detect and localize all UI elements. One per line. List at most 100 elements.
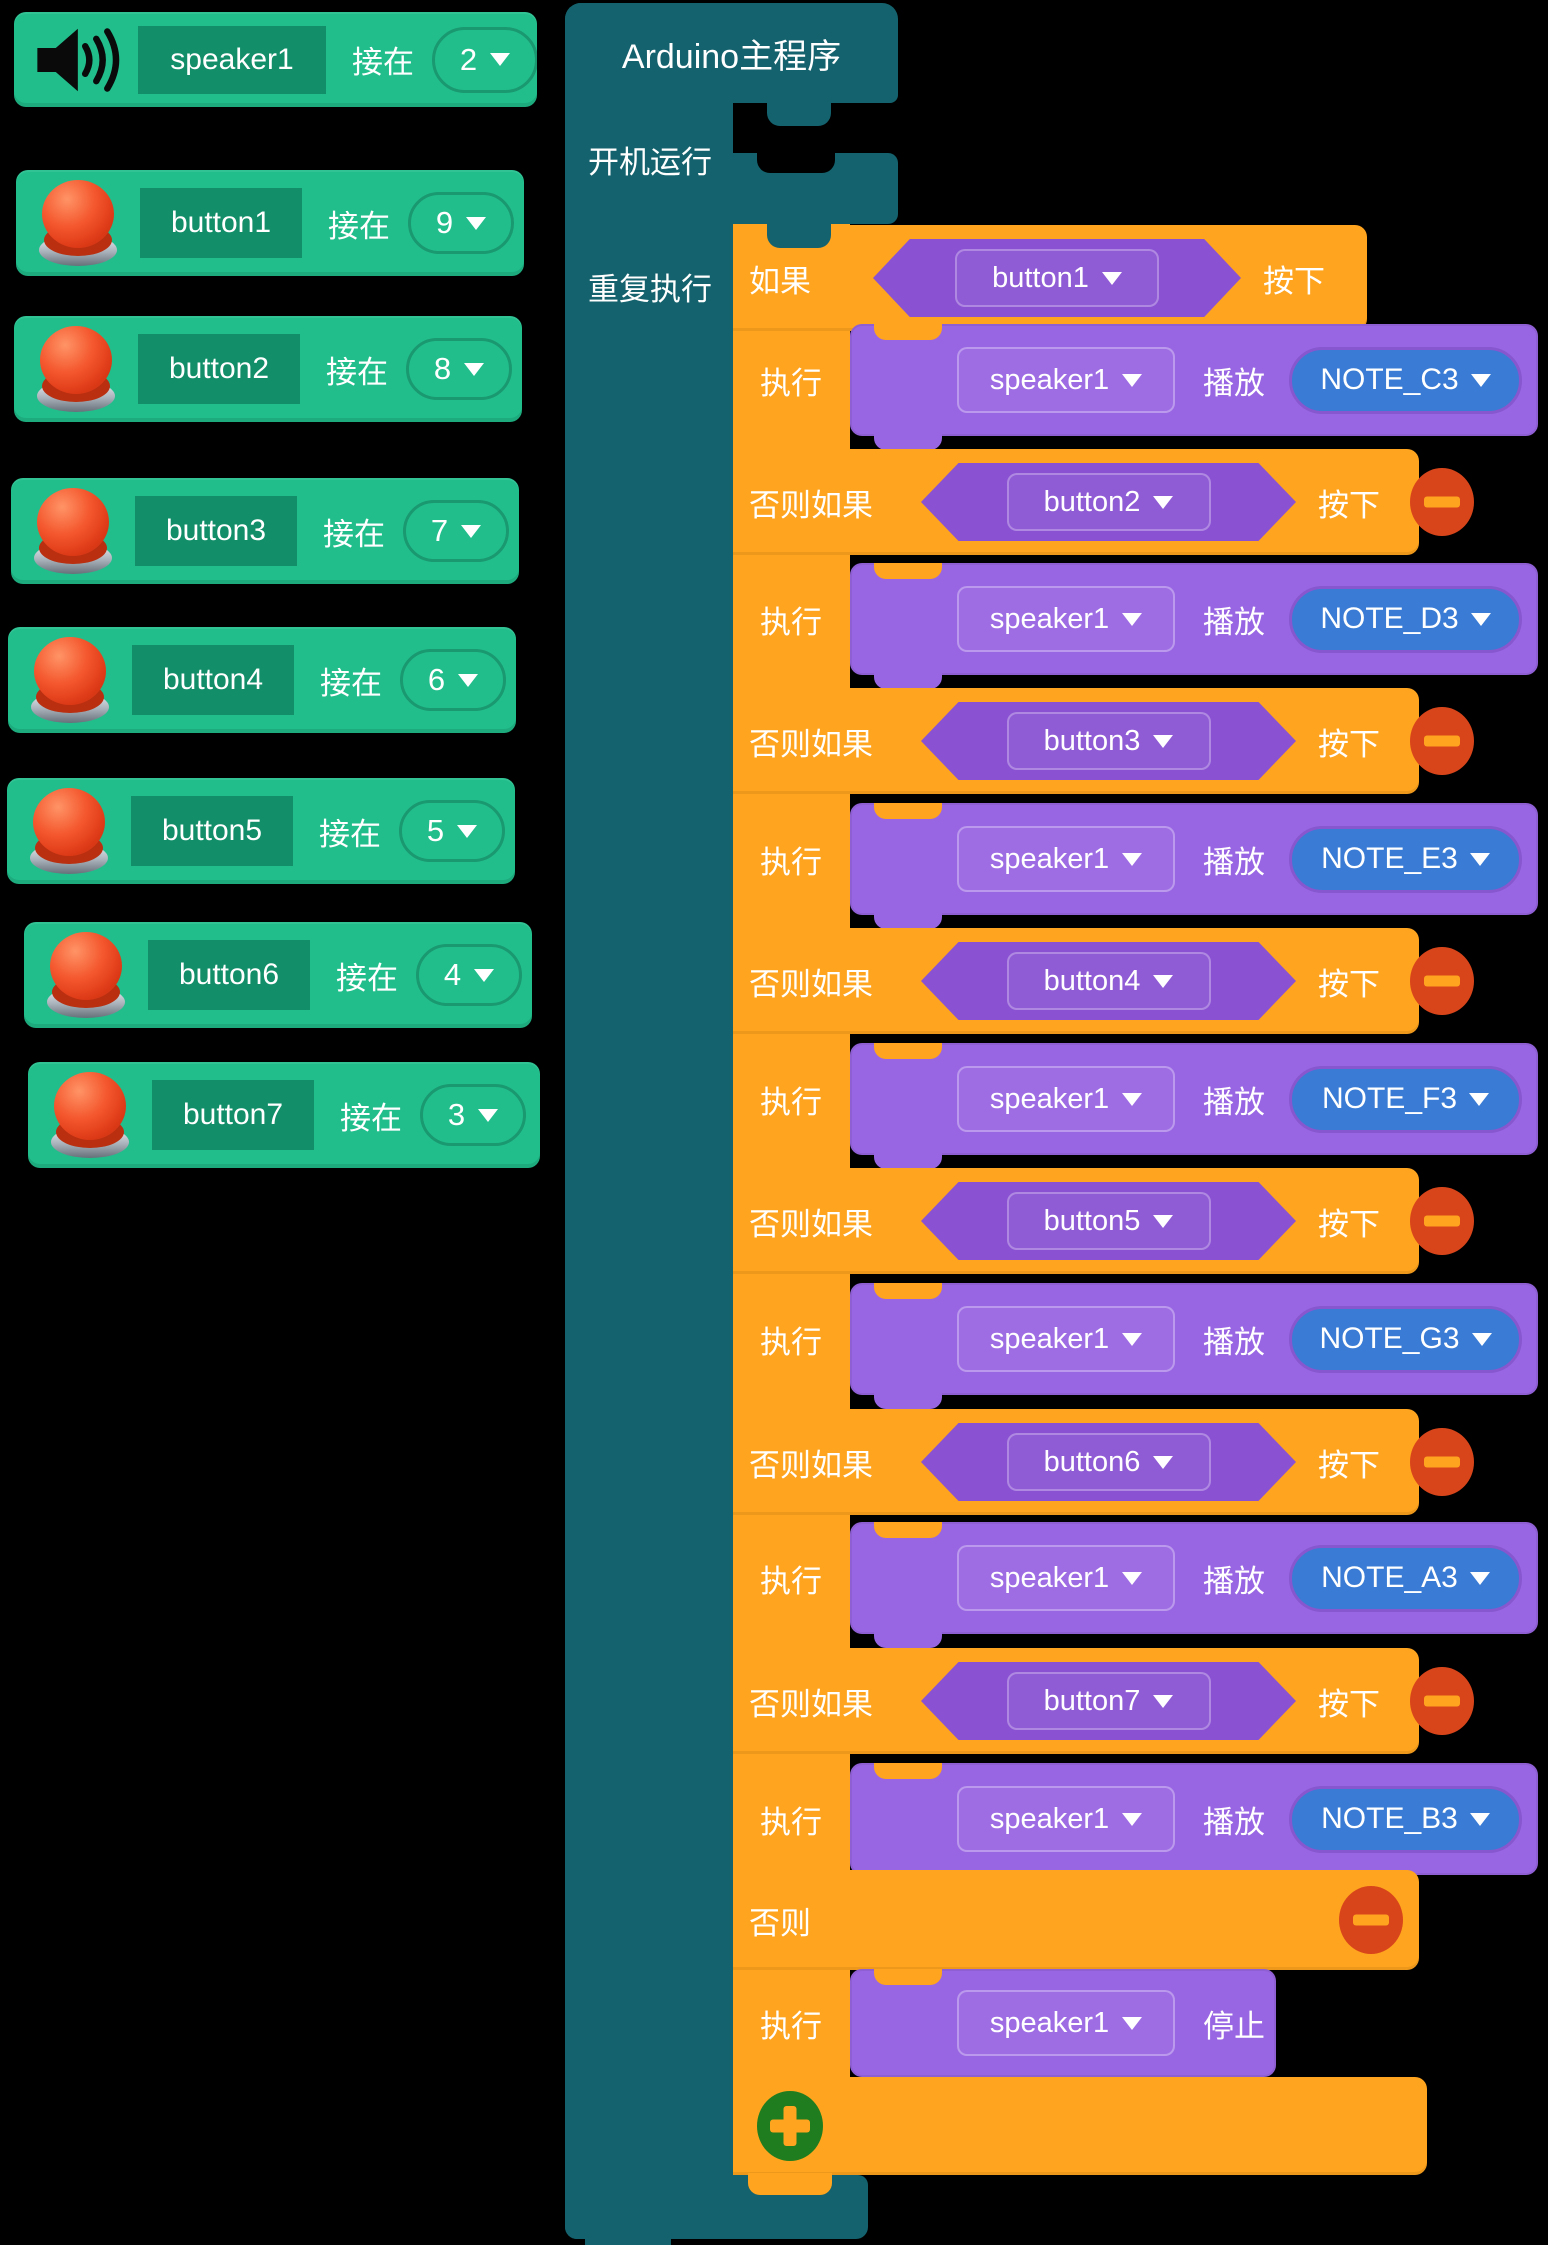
note-dropdown[interactable]: NOTE_C3 (1289, 346, 1522, 414)
button-dropdown[interactable]: button4 (1006, 952, 1211, 1010)
pin-dropdown[interactable]: 3 (420, 1084, 526, 1146)
add-branch-icon[interactable] (757, 2091, 823, 2161)
speaker-play-block[interactable]: speaker1 播放 NOTE_D3 (850, 563, 1538, 689)
remove-branch-icon[interactable] (1339, 1886, 1403, 1954)
notch-cut (874, 1043, 942, 1059)
pin-dropdown[interactable]: 8 (406, 338, 512, 400)
dropdown-arrow-icon (1469, 1092, 1490, 1106)
dropdown-arrow-icon (1101, 271, 1122, 285)
button-pressed-condition[interactable]: button5 (921, 1182, 1296, 1260)
speaker-stop-block[interactable]: speaker1 停止 (850, 1969, 1276, 2077)
speaker-dropdown[interactable]: speaker1 (957, 586, 1175, 652)
note-dropdown[interactable]: NOTE_B3 (1289, 1785, 1522, 1853)
button-pressed-condition[interactable]: button6 (921, 1423, 1296, 1501)
elseif-row[interactable]: 否则如果 button4 按下 (733, 928, 1474, 1034)
speaker-play-block[interactable]: speaker1 播放 NOTE_F3 (850, 1043, 1538, 1169)
pin-dropdown[interactable]: 9 (408, 192, 514, 254)
dropdown-arrow-icon (1469, 1571, 1490, 1585)
dropdown-arrow-icon (466, 216, 487, 230)
device-block-button4[interactable]: button4 接在 6 (8, 627, 516, 733)
pin-dropdown[interactable]: 4 (416, 944, 522, 1006)
elseif-row[interactable]: 否则如果 button3 按下 (733, 688, 1474, 794)
pressed-label: 按下 (1318, 726, 1380, 762)
elseif-row[interactable]: 否则如果 button2 按下 (733, 449, 1474, 555)
pin-value: 3 (447, 1097, 466, 1132)
elseif-label: 否则如果 (749, 1206, 873, 1242)
device-block-speaker1[interactable]: speaker1 接在 2 (14, 12, 538, 107)
button-dropdown[interactable]: button3 (1006, 712, 1211, 770)
note-dropdown[interactable]: NOTE_E3 (1289, 825, 1522, 893)
speaker-play-block[interactable]: speaker1 播放 NOTE_C3 (850, 324, 1538, 450)
remove-branch-icon[interactable] (1410, 947, 1474, 1015)
button-dropdown-value: button7 (1043, 1684, 1141, 1717)
speaker-dropdown[interactable]: speaker1 (957, 1066, 1175, 1132)
pin-dropdown[interactable]: 6 (400, 649, 506, 711)
speaker-play-block[interactable]: speaker1 播放 NOTE_G3 (850, 1283, 1538, 1409)
elseif-row[interactable]: 否则如果 button5 按下 (733, 1168, 1474, 1274)
button-dropdown[interactable]: button7 (1006, 1672, 1211, 1730)
speaker-play-block[interactable]: speaker1 播放 NOTE_A3 (850, 1522, 1538, 1648)
elseif-row[interactable]: 否则如果 button6 按下 (733, 1409, 1474, 1515)
note-dropdown[interactable]: NOTE_G3 (1289, 1305, 1522, 1373)
do-label: 执行 (760, 1804, 822, 1840)
note-dropdown[interactable]: NOTE_A3 (1289, 1544, 1522, 1612)
pin-dropdown[interactable]: 2 (432, 26, 538, 93)
dropdown-arrow-icon (1122, 1332, 1143, 1346)
button-dropdown[interactable]: button2 (1006, 473, 1211, 531)
program-spine (565, 3, 733, 2239)
do-label: 执行 (760, 1563, 822, 1599)
speaker-dropdown[interactable]: speaker1 (957, 1306, 1175, 1372)
pin-dropdown[interactable]: 5 (399, 800, 505, 862)
remove-branch-icon[interactable] (1410, 707, 1474, 775)
speaker-dropdown-value: speaker1 (989, 1082, 1110, 1115)
remove-branch-icon[interactable] (1410, 1667, 1474, 1735)
setup-slot-tab (767, 100, 831, 126)
device-block-button5[interactable]: button5 接在 5 (7, 778, 515, 884)
speaker-dropdown[interactable]: speaker1 (957, 1786, 1175, 1852)
button-pressed-condition[interactable]: button2 (921, 463, 1296, 541)
device-block-button7[interactable]: button7 接在 3 (28, 1062, 540, 1168)
else-do-row: 执行 speaker1 停止 (733, 1969, 1538, 2077)
do-row: 执行 speaker1 播放 NOTE_G3 (733, 1283, 1538, 1409)
dropdown-arrow-icon (1153, 1455, 1174, 1469)
setup-slot[interactable] (735, 104, 898, 152)
speaker-dropdown[interactable]: speaker1 (957, 1990, 1175, 2056)
device-block-button6[interactable]: button6 接在 4 (24, 922, 532, 1028)
button-dropdown[interactable]: button5 (1006, 1192, 1211, 1250)
speaker-play-block[interactable]: speaker1 播放 NOTE_E3 (850, 803, 1538, 929)
device-block-button2[interactable]: button2 接在 8 (14, 316, 522, 422)
speaker-dropdown[interactable]: speaker1 (957, 1545, 1175, 1611)
pin-dropdown[interactable]: 7 (403, 500, 509, 562)
button-pressed-condition[interactable]: button4 (921, 942, 1296, 1020)
notch-cut (874, 563, 942, 579)
button-pressed-condition[interactable]: button1 (873, 239, 1241, 317)
pin-value: 4 (443, 957, 462, 992)
elseif-label: 否则如果 (749, 1686, 873, 1722)
else-row[interactable]: 否则 (733, 1870, 1419, 1970)
speaker-play-block[interactable]: speaker1 播放 NOTE_B3 (850, 1763, 1538, 1889)
elseif-row[interactable]: 否则如果 button7 按下 (733, 1648, 1474, 1754)
speaker-dropdown[interactable]: speaker1 (957, 826, 1175, 892)
notch-cut (757, 153, 835, 173)
button-dropdown[interactable]: button6 (1006, 1433, 1211, 1491)
device-block-button3[interactable]: button3 接在 7 (11, 478, 519, 584)
speaker-dropdown[interactable]: speaker1 (957, 347, 1175, 413)
dropdown-arrow-icon (1470, 373, 1491, 387)
note-dropdown[interactable]: NOTE_D3 (1289, 585, 1522, 653)
note-dropdown-value: NOTE_B3 (1321, 1802, 1458, 1835)
remove-branch-icon[interactable] (1410, 1187, 1474, 1255)
device-block-button1[interactable]: button1 接在 9 (16, 170, 524, 276)
do-row: 执行 speaker1 播放 NOTE_A3 (733, 1522, 1538, 1648)
if-row[interactable]: 如果 button1 按下 (733, 225, 1367, 331)
note-dropdown[interactable]: NOTE_F3 (1289, 1065, 1522, 1133)
if-block-bottom-tab (748, 2173, 832, 2195)
button-pressed-condition[interactable]: button7 (921, 1662, 1296, 1740)
notch-cut (874, 1522, 942, 1538)
remove-branch-icon[interactable] (1410, 1428, 1474, 1496)
device-name: button3 (135, 496, 297, 566)
button-pressed-condition[interactable]: button3 (921, 702, 1296, 780)
remove-branch-icon[interactable] (1410, 468, 1474, 536)
button-dropdown[interactable]: button1 (955, 249, 1159, 307)
dropdown-arrow-icon (1122, 1812, 1143, 1826)
